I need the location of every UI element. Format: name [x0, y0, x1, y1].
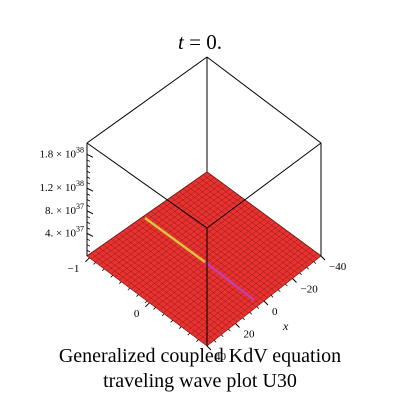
x-minor-tick: [285, 283, 288, 287]
x-minor-tick: [213, 340, 217, 343]
z-tick-exponent: 38: [76, 145, 84, 154]
y-minor-tick: [119, 281, 122, 284]
y-minor-tick: [93, 262, 96, 265]
x-minor-tick: [249, 311, 253, 315]
y-tick-label: −1: [68, 263, 80, 275]
surface-gridline: [186, 185, 303, 272]
x-tick: [206, 345, 212, 351]
y-minor-tick: [101, 268, 105, 272]
x-minor-tick: [277, 289, 281, 293]
surface-gridline: [202, 174, 318, 260]
y-minor-tick: [127, 287, 131, 291]
box-edge: [86, 56, 208, 144]
z-minor-tick: [86, 238, 91, 241]
box-edge: [86, 142, 208, 229]
plot-title: t = 0.: [0, 30, 400, 55]
y-minor-tick: [153, 307, 156, 310]
z-minor-tick: [86, 187, 91, 191]
y-axis: −1 0: [68, 257, 199, 342]
surface-gridline: [202, 253, 318, 344]
z-tick-mantissa: 1.8 × 10: [40, 148, 77, 160]
z-minor-tick: [86, 227, 91, 230]
z-minor-tick: [86, 182, 91, 185]
surface-gridline: [194, 247, 310, 338]
title-variable: t: [178, 30, 184, 54]
caption-line-1: Generalized coupled KdV equation: [58, 345, 342, 367]
y-minor-tick: [110, 275, 113, 278]
x-tick-label: 40: [215, 351, 227, 363]
z-minor-tick: [86, 193, 91, 196]
z-minor-tick: [86, 216, 91, 219]
box-edge: [206, 142, 322, 229]
z-tick-mantissa: 4. × 10: [45, 227, 76, 239]
z-tick: [86, 153, 94, 158]
z-minor-tick: [86, 176, 91, 179]
z-minor-tick: [86, 170, 91, 174]
x-minor-tick: [242, 317, 245, 321]
z-minor-tick: [86, 210, 91, 213]
z-minor-tick: [86, 165, 91, 168]
surface: [86, 171, 322, 347]
x-axis: −40 −20 0 20 40 x: [206, 255, 347, 363]
z-minor-tick: [86, 249, 91, 253]
x-minor-tick: [220, 334, 224, 338]
y-minor-tick: [179, 326, 182, 329]
z-tick-exponent: 37: [76, 224, 84, 233]
z-tick-mantissa: 8. × 10: [45, 205, 76, 217]
y-minor-tick: [136, 294, 139, 297]
y-minor-tick: [187, 332, 191, 336]
z-tick-exponent: 37: [76, 202, 84, 211]
x-tick-label: 20: [244, 329, 256, 341]
wave-ridge: [144, 217, 206, 263]
wave-ridge-tail: [204, 261, 255, 301]
y-minor-tick: [161, 313, 165, 317]
x-minor-tick: [306, 266, 310, 270]
x-minor-tick: [299, 272, 302, 276]
z-tick-label: 1.8 × 1038: [40, 145, 84, 160]
y-minor-tick: [144, 300, 148, 304]
y-tick-label: 0: [134, 308, 140, 320]
y-tick: [145, 302, 150, 308]
z-minor-tick: [86, 199, 91, 202]
z-minor-tick: [86, 159, 91, 162]
z-minor-tick: [86, 233, 91, 236]
x-minor-tick: [292, 278, 295, 281]
x-tick-label: 0: [272, 306, 278, 318]
surface-gridline: [194, 180, 310, 266]
y-minor-tick: [196, 339, 199, 342]
x-axis-label: x: [282, 319, 289, 333]
z-minor-tick: [86, 221, 91, 224]
x-minor-tick: [313, 261, 317, 264]
x-minor-tick: [228, 328, 231, 332]
surface-gridline: [198, 177, 314, 263]
caption-line-2: traveling wave plot U30: [103, 370, 297, 392]
y-minor-tick: [170, 320, 173, 323]
box-edge: [206, 56, 322, 144]
x-minor-tick: [270, 295, 274, 298]
z-tick-label: 4. × 1037: [45, 224, 84, 239]
surface-gridline: [190, 182, 306, 269]
x-minor-tick: [235, 323, 238, 326]
caption: Generalized coupled KdV equation traveli…: [0, 344, 400, 394]
z-tick-mantissa: 1.2 × 10: [40, 182, 77, 194]
z-tick-label: 1.2 × 1038: [40, 179, 84, 194]
x-tick-label: −20: [301, 284, 319, 296]
surface-gridline: [198, 250, 314, 341]
z-minor-tick: [86, 204, 91, 208]
z-tick-exponent: 38: [76, 179, 84, 188]
y-tick: [85, 257, 90, 263]
x-minor-tick: [263, 300, 267, 304]
x-tick: [320, 255, 326, 261]
x-minor-tick: [256, 306, 260, 309]
surface-gridline: [190, 244, 306, 335]
x-tick-label: −40: [329, 261, 347, 273]
bounding-box-front: [86, 142, 322, 346]
title-value: = 0.: [189, 30, 222, 54]
z-minor-tick: [86, 244, 91, 247]
z-tick-label: 8. × 1037: [45, 202, 84, 217]
